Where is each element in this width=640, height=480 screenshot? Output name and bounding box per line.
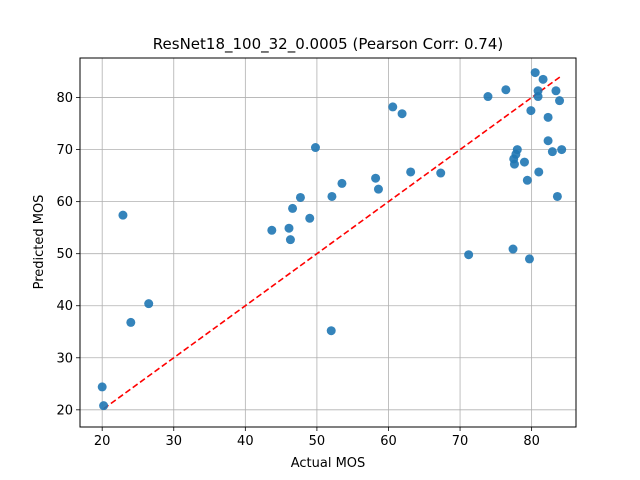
data-point [295,192,305,202]
data-point [326,326,336,336]
x-tick-label: 80 [523,434,540,449]
data-point [327,191,337,201]
data-point [522,175,532,185]
y-tick-label: 60 [56,195,73,210]
data-point [555,96,565,106]
data-point [373,184,383,194]
y-tick-label: 30 [56,351,73,366]
data-point [538,74,548,84]
grid [80,58,576,427]
y-axis-label: Predicted MOS [32,195,47,290]
data-point [530,68,540,78]
data-point [543,112,553,122]
x-tick-label: 20 [94,434,111,449]
x-tick-label: 50 [309,434,326,449]
y-tick-label: 50 [56,247,73,262]
data-point [552,191,562,201]
data-point [519,157,529,167]
y-axis-ticks: 20 30 40 50 60 70 80 [56,91,80,418]
data-point [512,145,522,155]
data-point [97,382,107,392]
data-point [547,147,557,157]
x-tick-label: 30 [165,434,182,449]
data-point [543,136,553,146]
data-point [285,235,295,245]
x-axis-label: Actual MOS [291,456,366,471]
x-tick-label: 60 [380,434,397,449]
reference-line [103,75,562,410]
data-point [557,145,567,155]
y-tick-label: 70 [56,143,73,158]
data-point [509,159,519,169]
plot-frame [79,57,577,428]
data-points [97,68,567,411]
data-point [397,109,407,119]
data-point [126,317,136,327]
data-point [436,168,446,178]
data-point [464,250,474,260]
data-point [144,299,154,309]
data-point [310,143,320,153]
data-point [533,86,543,96]
data-point [508,244,518,254]
chart-title: ResNet18_100_32_0.0005 (Pearson Corr: 0.… [153,35,503,54]
data-point [388,102,398,112]
data-point [534,167,544,177]
data-point [99,401,109,411]
data-point [337,178,347,188]
data-point [305,213,315,223]
y-tick-label: 80 [56,91,73,106]
data-point [483,92,493,102]
data-point [406,167,416,177]
y-tick-label: 20 [56,403,73,418]
x-tick-label: 40 [237,434,254,449]
data-point [501,85,511,95]
data-point [267,225,277,235]
x-axis-ticks: 20 30 40 50 60 70 80 [94,427,540,449]
data-point [288,203,298,213]
data-point [551,86,561,96]
data-point [371,173,381,183]
data-point [284,223,294,233]
data-point [524,254,534,264]
x-tick-label: 70 [452,434,469,449]
y-tick-label: 40 [56,299,73,314]
data-point [118,210,128,220]
data-point [526,106,536,116]
